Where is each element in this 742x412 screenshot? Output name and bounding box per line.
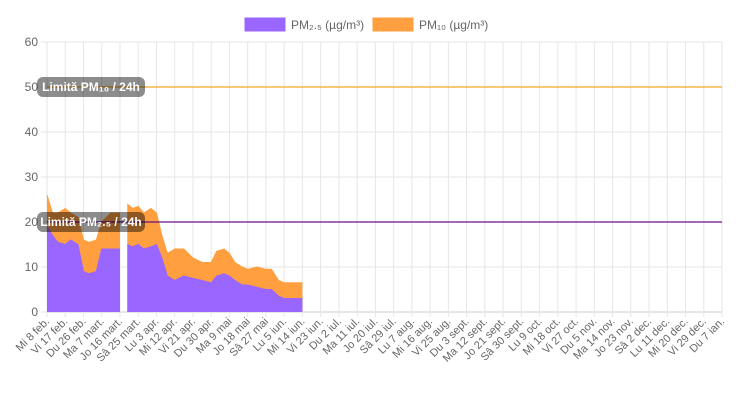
line-pm10	[46, 194, 120, 243]
legend-swatch-pm25	[244, 17, 286, 32]
legend-item-pm10[interactable]: PM₁₀ (µg/m³)	[372, 17, 488, 32]
y-tick-label: 0	[31, 305, 38, 319]
y-axis-ticks: 0 10 20 30 40 50 60	[25, 35, 39, 319]
area-pm25	[127, 244, 303, 312]
legend-label-pm25: PM₂.₅ (µg/m³)	[291, 18, 364, 32]
y-tick-label: 30	[25, 170, 39, 184]
chart-legend: PM₂.₅ (µg/m³) PM₁₀ (µg/m³)	[244, 17, 488, 32]
y-tick-label: 40	[25, 125, 39, 139]
y-tick-label: 20	[25, 215, 39, 229]
data-areas	[46, 194, 303, 312]
legend-item-pm25[interactable]: PM₂.₅ (µg/m³)	[244, 17, 364, 32]
reference-lines: Limită PM₁₀ / 24h Limită PM₂.₅ / 24h	[37, 77, 722, 232]
y-tick-label: 50	[25, 80, 39, 94]
legend-swatch-pm10	[372, 17, 414, 32]
limit-label-box	[37, 77, 145, 97]
limit-label: Limită PM₂.₅ / 24h	[40, 215, 142, 229]
y-tick-label: 10	[25, 260, 39, 274]
limit-label-box	[37, 212, 145, 232]
x-axis-ticks: Mi 8 feb.Vi 17 feb.Du 26 feb.Ma 7 mart.J…	[14, 316, 727, 365]
line-pm25	[46, 226, 120, 275]
limit-label: Limită PM₁₀ / 24h	[42, 80, 140, 94]
line-pm25	[127, 243, 303, 299]
line-pm10	[126, 203, 303, 284]
area-pm25	[47, 226, 120, 312]
legend-label-pm10: PM₁₀ (µg/m³)	[419, 18, 488, 32]
y-tick-label: 60	[25, 35, 39, 49]
